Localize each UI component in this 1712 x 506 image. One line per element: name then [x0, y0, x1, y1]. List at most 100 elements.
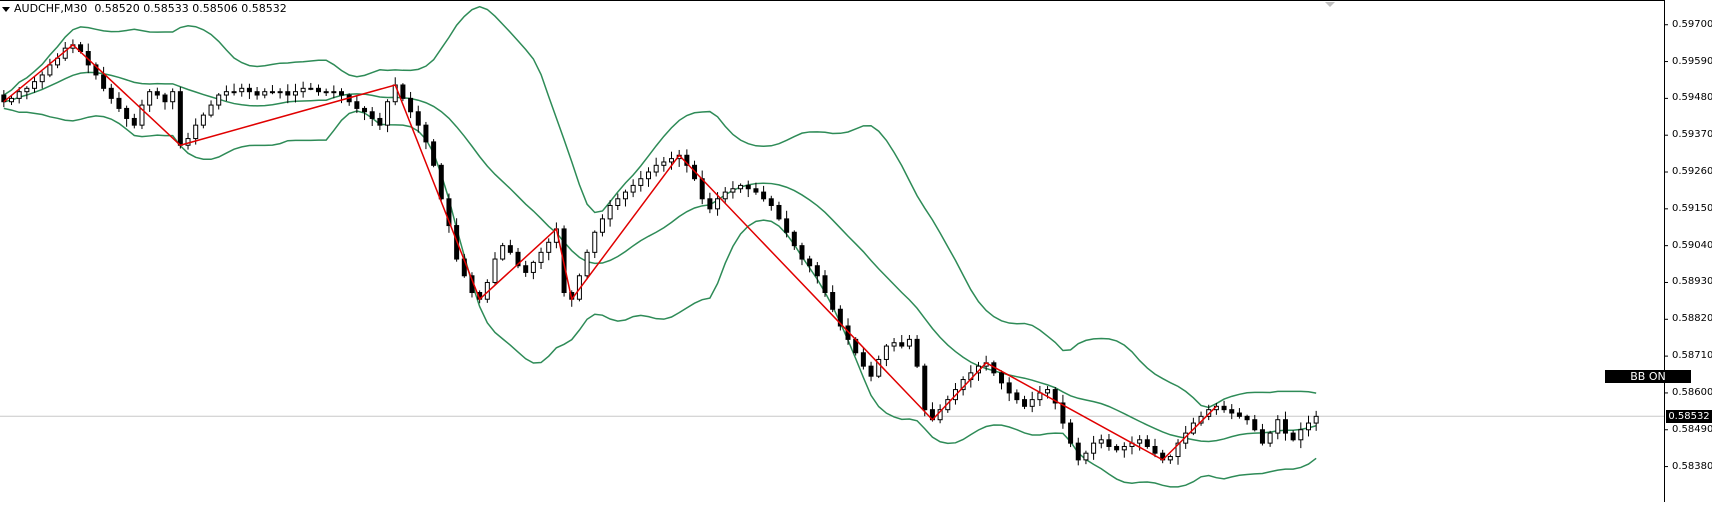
- candle: [308, 82, 314, 91]
- candle: [1129, 436, 1135, 455]
- candle: [492, 252, 498, 286]
- candle: [377, 112, 383, 130]
- candle: [538, 247, 544, 270]
- candle: [1167, 454, 1173, 464]
- candle: [1298, 422, 1304, 449]
- candle: [584, 249, 590, 280]
- candle: [446, 193, 452, 233]
- candle: [262, 88, 268, 99]
- candle: [1114, 444, 1120, 453]
- candle: [124, 105, 130, 127]
- candle: [507, 239, 513, 255]
- candle: [246, 83, 252, 99]
- candle: [1259, 423, 1265, 446]
- candle: [699, 170, 705, 205]
- candle: [592, 230, 598, 259]
- price-tick-label: 0.59700: [1672, 18, 1712, 30]
- shift-marker-icon[interactable]: [1325, 2, 1335, 7]
- current-price-tag: 0.58532: [1666, 409, 1712, 423]
- candle: [415, 105, 421, 133]
- candle: [500, 242, 506, 261]
- price-tick-label: 0.58380: [1672, 460, 1712, 472]
- candle: [1282, 411, 1288, 441]
- candle: [431, 139, 437, 168]
- candle: [868, 361, 874, 382]
- candle: [899, 335, 905, 349]
- bb-toggle-button[interactable]: BB ON: [1605, 370, 1691, 383]
- candle: [622, 189, 628, 207]
- candle: [9, 95, 15, 106]
- candle: [162, 92, 168, 110]
- candle: [722, 187, 728, 204]
- zigzag-line: [3, 43, 1217, 461]
- candle: [1236, 408, 1242, 419]
- candle: [277, 88, 283, 99]
- candle: [1252, 414, 1258, 432]
- candle: [799, 242, 805, 266]
- candle: [408, 91, 414, 119]
- middle-band: [3, 71, 1317, 443]
- candle: [876, 355, 882, 379]
- candle: [1083, 450, 1089, 465]
- candle: [1068, 419, 1074, 448]
- candle: [346, 93, 352, 106]
- candle: [906, 334, 912, 350]
- candle: [661, 156, 667, 172]
- candle: [331, 85, 337, 99]
- candle: [47, 58, 53, 78]
- candle: [93, 62, 99, 80]
- candle: [32, 76, 38, 93]
- candle: [108, 83, 114, 104]
- candle: [362, 106, 368, 121]
- candle: [231, 83, 237, 96]
- candle: [239, 83, 245, 97]
- candle: [645, 167, 651, 187]
- candle: [1, 90, 7, 108]
- candle: [400, 83, 406, 102]
- candle: [1152, 438, 1158, 458]
- candle: [185, 132, 191, 150]
- candle: [807, 255, 813, 273]
- candle: [1022, 395, 1028, 410]
- candle: [438, 163, 444, 201]
- candle: [147, 88, 153, 112]
- chart-title: AUDCHF,M30 0.58520 0.58533 0.58506 0.585…: [2, 2, 287, 15]
- price-tick-label: 0.58600: [1672, 386, 1712, 398]
- candle: [1144, 435, 1150, 449]
- candle: [300, 81, 306, 98]
- candle: [814, 262, 820, 284]
- price-tick-label: 0.59040: [1672, 239, 1712, 251]
- candle: [860, 347, 866, 370]
- bollinger-bands: [3, 5, 1317, 488]
- candle: [999, 370, 1005, 390]
- candle: [24, 86, 30, 100]
- candle: [131, 113, 137, 129]
- candle: [1106, 434, 1112, 451]
- price-tick-label: 0.59480: [1672, 92, 1712, 104]
- zigzag-indicator: [3, 43, 1217, 461]
- candle: [1175, 439, 1181, 465]
- candle: [1244, 414, 1250, 425]
- candle: [39, 71, 45, 89]
- candle: [154, 87, 160, 100]
- candle: [1098, 434, 1104, 449]
- price-tick-label: 0.58820: [1672, 313, 1712, 325]
- candle: [1029, 391, 1035, 413]
- candle: [615, 193, 621, 210]
- candle: [546, 238, 552, 261]
- candle: [1037, 385, 1043, 407]
- price-tick-label: 0.59590: [1672, 55, 1712, 67]
- price-tick-label: 0.59260: [1672, 166, 1712, 177]
- candle: [776, 201, 782, 221]
- dropdown-arrow-icon[interactable]: [2, 6, 10, 12]
- candle: [392, 77, 398, 106]
- candle: [223, 85, 229, 102]
- candle: [254, 86, 260, 100]
- candle: [891, 337, 897, 352]
- candle: [116, 92, 122, 112]
- candle: [968, 365, 974, 388]
- candle: [1091, 435, 1097, 460]
- candle: [139, 99, 145, 130]
